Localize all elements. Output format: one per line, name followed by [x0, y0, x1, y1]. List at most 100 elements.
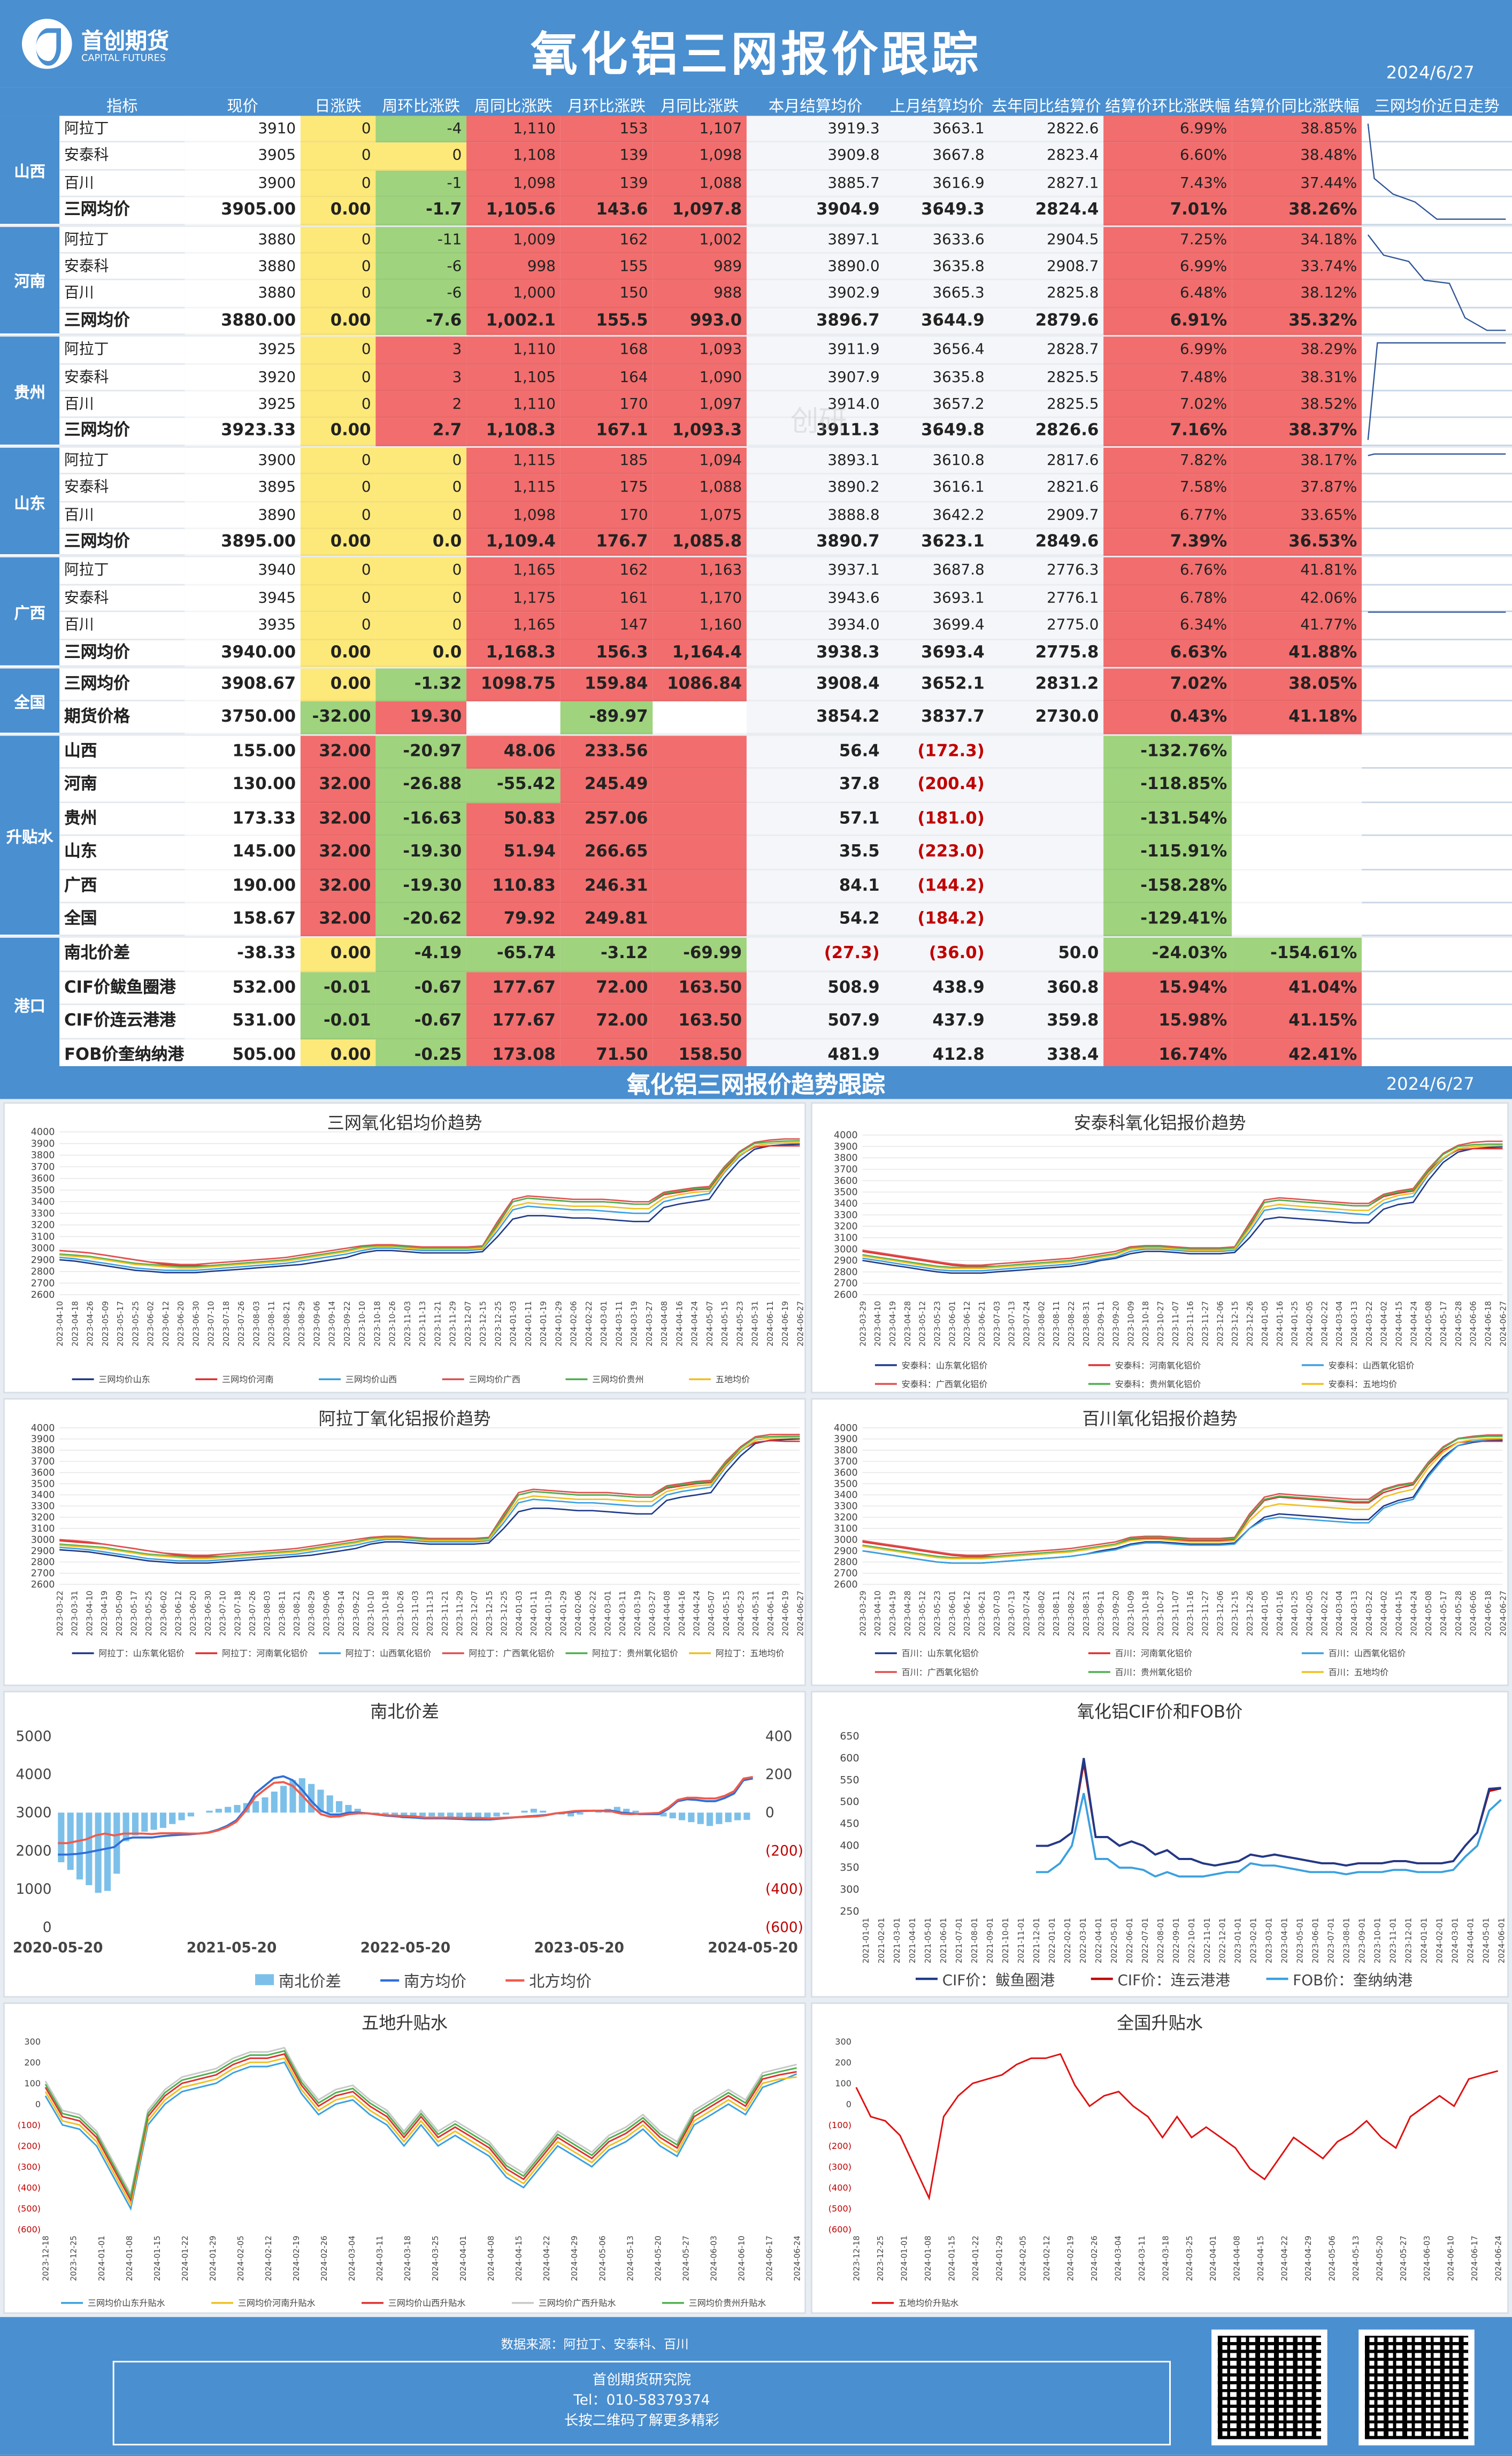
chart-panel-antaike: 安泰科氧化铝报价趋势 2600 2700 2800 2900 3000 3100 3200 33…	[810, 1102, 1509, 1394]
x-tick-label: 2024-03-25	[431, 2236, 440, 2281]
spread-bar	[86, 1812, 93, 1885]
x-tick-label: 2023-09-14	[328, 1301, 337, 1346]
table-cell: 162	[560, 557, 653, 585]
x-tick-label: 2024-05-15	[722, 1590, 731, 1636]
series-line	[59, 1437, 800, 1562]
y-tick-label: 4000	[834, 1423, 858, 1434]
x-tick-label: 2023-09-06	[322, 1590, 331, 1636]
spread-bar	[215, 1809, 222, 1813]
x-tick-label: 2023-04-26	[86, 1301, 95, 1346]
x-tick-label: 2024-01-22	[181, 2236, 190, 2281]
series-line	[59, 1142, 800, 1271]
table-cell: 7.16%	[1103, 418, 1232, 446]
x-tick-label: 2023-08-22	[1067, 1590, 1076, 1636]
x-tick-label: 2024-01-29	[554, 1301, 563, 1346]
sparkline	[1367, 234, 1506, 331]
spread-bar	[734, 1812, 741, 1820]
x-tick-label: 2023-07-18	[233, 1590, 242, 1636]
table-cell: 3693.4	[884, 639, 989, 667]
table-cell: 3914.0	[746, 391, 885, 419]
series-line	[862, 1145, 1503, 1272]
series-line	[862, 1144, 1503, 1269]
table-cell: 3616.1	[884, 475, 989, 502]
x-tick-label: 2023-06-20	[189, 1590, 198, 1636]
x-tick-label: 2024-06-10	[1447, 2236, 1456, 2281]
table-cell: 35.5	[746, 836, 885, 870]
qr-code-icon[interactable]	[1211, 2329, 1327, 2446]
x-tick-label: 2023-10-10	[358, 1301, 367, 1346]
table-cell: 0	[375, 475, 467, 502]
table-cell: 3895	[185, 475, 301, 502]
spread-bar	[252, 1801, 259, 1813]
x-tick-label: 2024-03-01	[1450, 1918, 1460, 1963]
x-tick-label: 2024-03-13	[1350, 1301, 1359, 1346]
x-tick-label: 2023-09-14	[337, 1590, 346, 1636]
table-cell: 2775.8	[989, 639, 1104, 667]
x-tick-label: 2024-04-08	[663, 1590, 672, 1636]
x-tick-label: 2023-05-17	[116, 1301, 125, 1346]
x-tick-label: 2023-03-29	[858, 1301, 868, 1346]
y-tick-label: 3600	[31, 1467, 55, 1478]
table-cell: -38.33	[185, 938, 301, 972]
x-tick-label: 2023-09-20	[1112, 1301, 1121, 1346]
logo-text-cn: 首创期货	[81, 29, 170, 55]
x-tick-label: 2023-10-10	[366, 1590, 375, 1636]
table-cell: 72.00	[560, 1005, 653, 1039]
table-cell: 0	[375, 612, 467, 640]
table-cell: 6.99%	[1103, 254, 1232, 281]
x-tick-label: 2024-02-05	[236, 2236, 245, 2281]
series-line	[862, 1143, 1503, 1268]
y-tick-label: 2600	[31, 1579, 55, 1590]
series-line	[44, 2057, 797, 2207]
table-cell: 1,108	[466, 143, 561, 171]
x-tick-label: 2023-10-18	[1141, 1590, 1150, 1636]
series-line	[59, 1143, 800, 1274]
sparkline-cell	[1362, 639, 1512, 667]
sparkline-cell	[1362, 226, 1512, 254]
table-cell: -0.01	[300, 1005, 376, 1039]
column-header: 本月结算均价	[768, 98, 863, 116]
table-cell: 2831.2	[989, 668, 1104, 702]
legend-swatch	[255, 1974, 274, 1985]
table-cell: -4.19	[375, 938, 467, 972]
x-tick-label: 2023-08-21	[282, 1301, 291, 1346]
qr-code-icon[interactable]	[1359, 2329, 1475, 2446]
table-cell: 0	[300, 585, 376, 613]
table-cell	[653, 903, 747, 937]
x-tick-label: 2024-02-06	[570, 1301, 579, 1346]
row-label: 百川	[59, 170, 185, 198]
y-tick-label: 4000	[16, 1767, 52, 1783]
y-tick-label: 2800	[31, 1267, 55, 1277]
x-tick-label: 2023-07-13	[1008, 1301, 1017, 1346]
legend-label: 阿拉丁：五地均价	[716, 1648, 785, 1658]
spread-bar	[132, 1812, 139, 1836]
y-tick-label: 3200	[31, 1220, 55, 1231]
x-tick-label: 2024-06-24	[793, 2236, 802, 2281]
header: 首创期货 CAPITAL FUTURES 氧化铝三网报价跟踪 2024/6/27	[0, 0, 1512, 88]
x-tick-label: 2024-06-18	[1484, 1590, 1493, 1636]
y-tick-label: 3400	[834, 1198, 858, 1209]
table-cell	[653, 769, 747, 803]
table-cell: -1	[375, 170, 467, 198]
column-header: 月同比涨跌	[660, 98, 739, 116]
table-cell: 3890.2	[746, 475, 885, 502]
table-cell	[989, 736, 1104, 770]
table-cell	[989, 802, 1104, 837]
legend-label: 安泰科：贵州氧化铝价	[1115, 1379, 1201, 1389]
x-tick-label: 2024-03-27	[645, 1301, 654, 1346]
table-cell: -6	[375, 280, 467, 308]
table-cell	[989, 769, 1104, 803]
legend-label: 三网均价山西升贴水	[388, 2298, 466, 2308]
y-tick-label: 3000	[834, 1244, 858, 1255]
x-tick-label: 2024-04-02	[1380, 1590, 1389, 1636]
row-label: 阿拉丁	[59, 116, 185, 143]
table-cell: -6	[375, 254, 467, 281]
x-tick-label: 2023-08-31	[1082, 1301, 1091, 1346]
table-cell: 1,093	[653, 336, 747, 364]
x-tick-label: 2023-10-27	[1156, 1590, 1165, 1636]
watermark: 创研	[790, 405, 847, 439]
y-tick-label: 4000	[31, 1423, 55, 1434]
legend-label: 百川：五地均价	[1329, 1667, 1389, 1677]
table-cell: 84.1	[746, 869, 885, 904]
table-cell: 1,097.8	[653, 197, 747, 225]
